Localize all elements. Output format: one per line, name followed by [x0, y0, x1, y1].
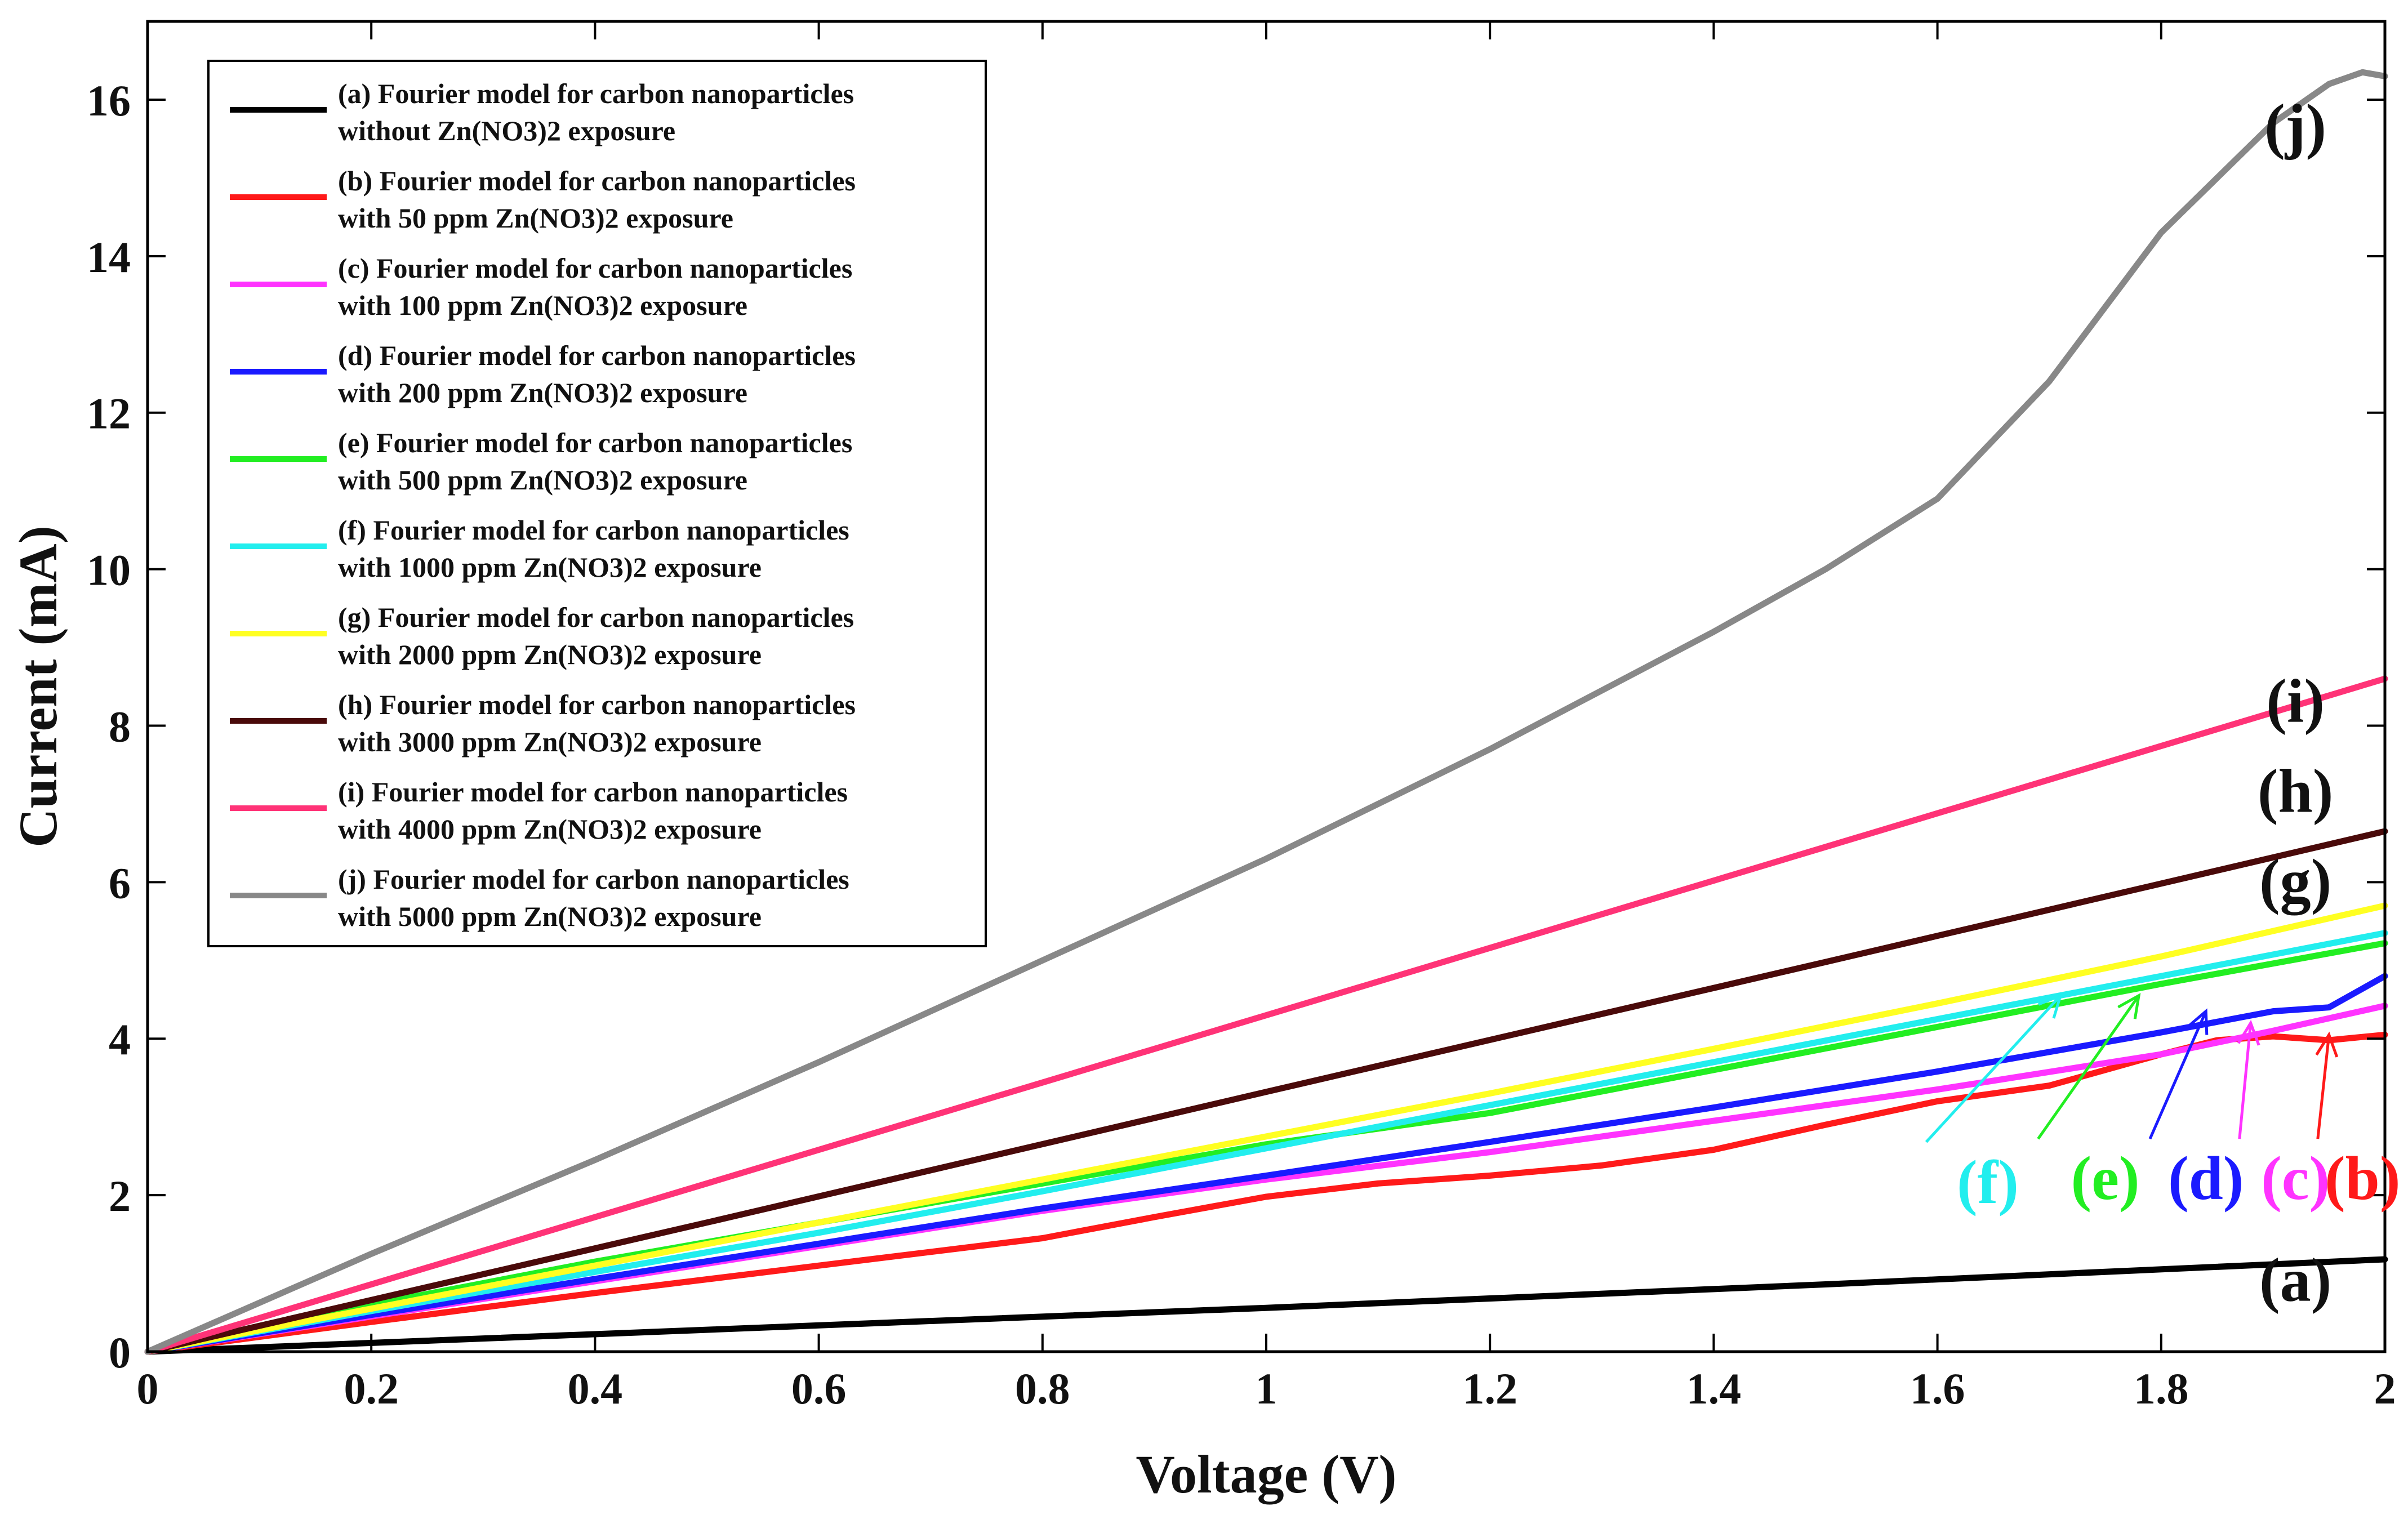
series-lines [144, 69, 2388, 1355]
y-tick-label: 0 [109, 1328, 131, 1377]
series-line-e [144, 940, 2388, 1355]
curve-label: (d) [2168, 1144, 2244, 1213]
curve-label: (h) [2258, 756, 2333, 825]
legend-label-b: (b) Fourier model for carbon nanoparticl… [338, 165, 856, 197]
arrow-head-d [2187, 1008, 2209, 1035]
arrow-shaft-f [1925, 995, 2062, 1143]
legend-label-e: (e) Fourier model for carbon nanoparticl… [338, 427, 852, 458]
arrow-head-f [2038, 993, 2063, 1019]
x-tick-label: 1.6 [1910, 1364, 1965, 1413]
x-tick-label: 2 [2374, 1364, 2396, 1413]
x-tick-label: 1.2 [1462, 1364, 1517, 1413]
legend-label-a: (a) Fourier model for carbon nanoparticl… [338, 78, 854, 109]
arrow-shaft-b [2316, 1035, 2331, 1139]
legend-label-f: with 1000 ppm Zn(NO3)2 exposure [338, 551, 762, 583]
y-tick-label: 10 [87, 546, 131, 595]
legend: (a) Fourier model for carbon nanoparticl… [207, 60, 987, 947]
curve-annotations: (j) (i) (h) (g) (a) (f) (e) (d) (c)(b) [1957, 91, 2400, 1314]
x-tick-label: 1.4 [1686, 1364, 1742, 1413]
y-tick-label: 6 [109, 858, 131, 907]
curve-label: (e) [2071, 1144, 2139, 1213]
legend-entries: (a) Fourier model for carbon nanoparticl… [230, 78, 856, 932]
y-tick-label: 4 [109, 1015, 131, 1064]
arrow-shaft-e [2037, 995, 2140, 1140]
x-tick-label: 1.8 [2134, 1364, 2189, 1413]
y-tick-label: 2 [109, 1171, 131, 1220]
curve-label: (b) [2325, 1144, 2400, 1213]
arrow-shaft-c [2238, 1023, 2253, 1139]
x-axis-title: Voltage (V) [1136, 1444, 1396, 1504]
series-line-h [144, 828, 2388, 1355]
legend-label-h: (h) Fourier model for carbon nanoparticl… [338, 689, 856, 720]
series-line-g [144, 902, 2388, 1355]
curve-label: (i) [2266, 667, 2325, 736]
legend-label-g: with 2000 ppm Zn(NO3)2 exposure [338, 639, 762, 670]
series-line-i [144, 675, 2388, 1355]
y-tick-label: 14 [87, 233, 131, 282]
series-line-a [144, 1256, 2388, 1355]
x-tick-label: 0.4 [568, 1364, 623, 1413]
y-tick-label: 12 [87, 389, 131, 438]
x-tick-label: 0 [137, 1364, 159, 1413]
series-line-f [144, 930, 2388, 1355]
legend-label-c: (c) Fourier model for carbon nanoparticl… [338, 252, 852, 284]
y-tick-label: 16 [87, 76, 131, 125]
axis-ticks: 0 0.2 0.4 0.6 0.8 1 1.2 1.4 1.6 1.8 2 0 2 4 6 8 10 12 14 16 [87, 21, 2396, 1413]
arrow-head-e [2117, 993, 2141, 1019]
curve-label: (j) [2264, 91, 2326, 160]
y-axis-title: Current (mA) [8, 525, 68, 847]
legend-label-j: (j) Fourier model for carbon nanoparticl… [338, 863, 849, 895]
curve-label: (f) [1957, 1148, 2019, 1217]
curve-label: (a) [2259, 1246, 2331, 1315]
x-tick-label: 0.6 [791, 1364, 847, 1413]
legend-label-h: with 3000 ppm Zn(NO3)2 exposure [338, 726, 762, 758]
x-tick-label: 0.2 [344, 1364, 399, 1413]
arrow-shaft-d [2148, 1010, 2207, 1140]
curve-label: (c) [2261, 1144, 2330, 1213]
legend-label-i: (i) Fourier model for carbon nanoparticl… [338, 776, 848, 808]
arrow-head-b [2315, 1031, 2339, 1058]
legend-label-d: with 200 ppm Zn(NO3)2 exposure [338, 377, 747, 408]
y-tick-label: 8 [109, 702, 131, 751]
x-tick-label: 1 [1256, 1364, 1278, 1413]
series-line-j [144, 69, 2388, 1355]
curve-label: (g) [2259, 846, 2331, 915]
legend-label-j: with 5000 ppm Zn(NO3)2 exposure [338, 901, 762, 932]
legend-label-e: with 500 ppm Zn(NO3)2 exposure [338, 464, 747, 496]
arrow-head-c [2237, 1019, 2260, 1046]
legend-label-c: with 100 ppm Zn(NO3)2 exposure [338, 289, 747, 321]
legend-label-i: with 4000 ppm Zn(NO3)2 exposure [338, 813, 762, 845]
legend-label-f: (f) Fourier model for carbon nanoparticl… [338, 514, 849, 546]
series-line-d [144, 973, 2388, 1355]
annotation-arrows [1925, 993, 2339, 1143]
legend-label-a: without Zn(NO3)2 exposure [338, 115, 675, 146]
x-tick-label: 0.8 [1015, 1364, 1070, 1413]
legend-label-d: (d) Fourier model for carbon nanoparticl… [338, 340, 856, 371]
legend-box [207, 60, 987, 947]
legend-label-g: (g) Fourier model for carbon nanoparticl… [338, 601, 854, 633]
legend-label-b: with 50 ppm Zn(NO3)2 exposure [338, 202, 733, 234]
